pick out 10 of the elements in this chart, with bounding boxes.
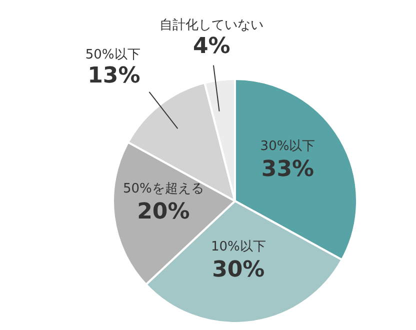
slice-label: 50%以下 [85,47,140,62]
data-label: 30% [212,258,265,283]
data-label: 13% [88,63,140,88]
data-label: 4% [192,34,230,59]
slice-label: 自計化していない [160,18,264,33]
data-label: 33% [261,156,314,182]
slice-label: 50%を超える [122,181,204,196]
data-label: 20% [137,199,190,224]
slice-label: 30%以下 [260,138,316,154]
slice-label: 10%以下 [210,240,266,255]
